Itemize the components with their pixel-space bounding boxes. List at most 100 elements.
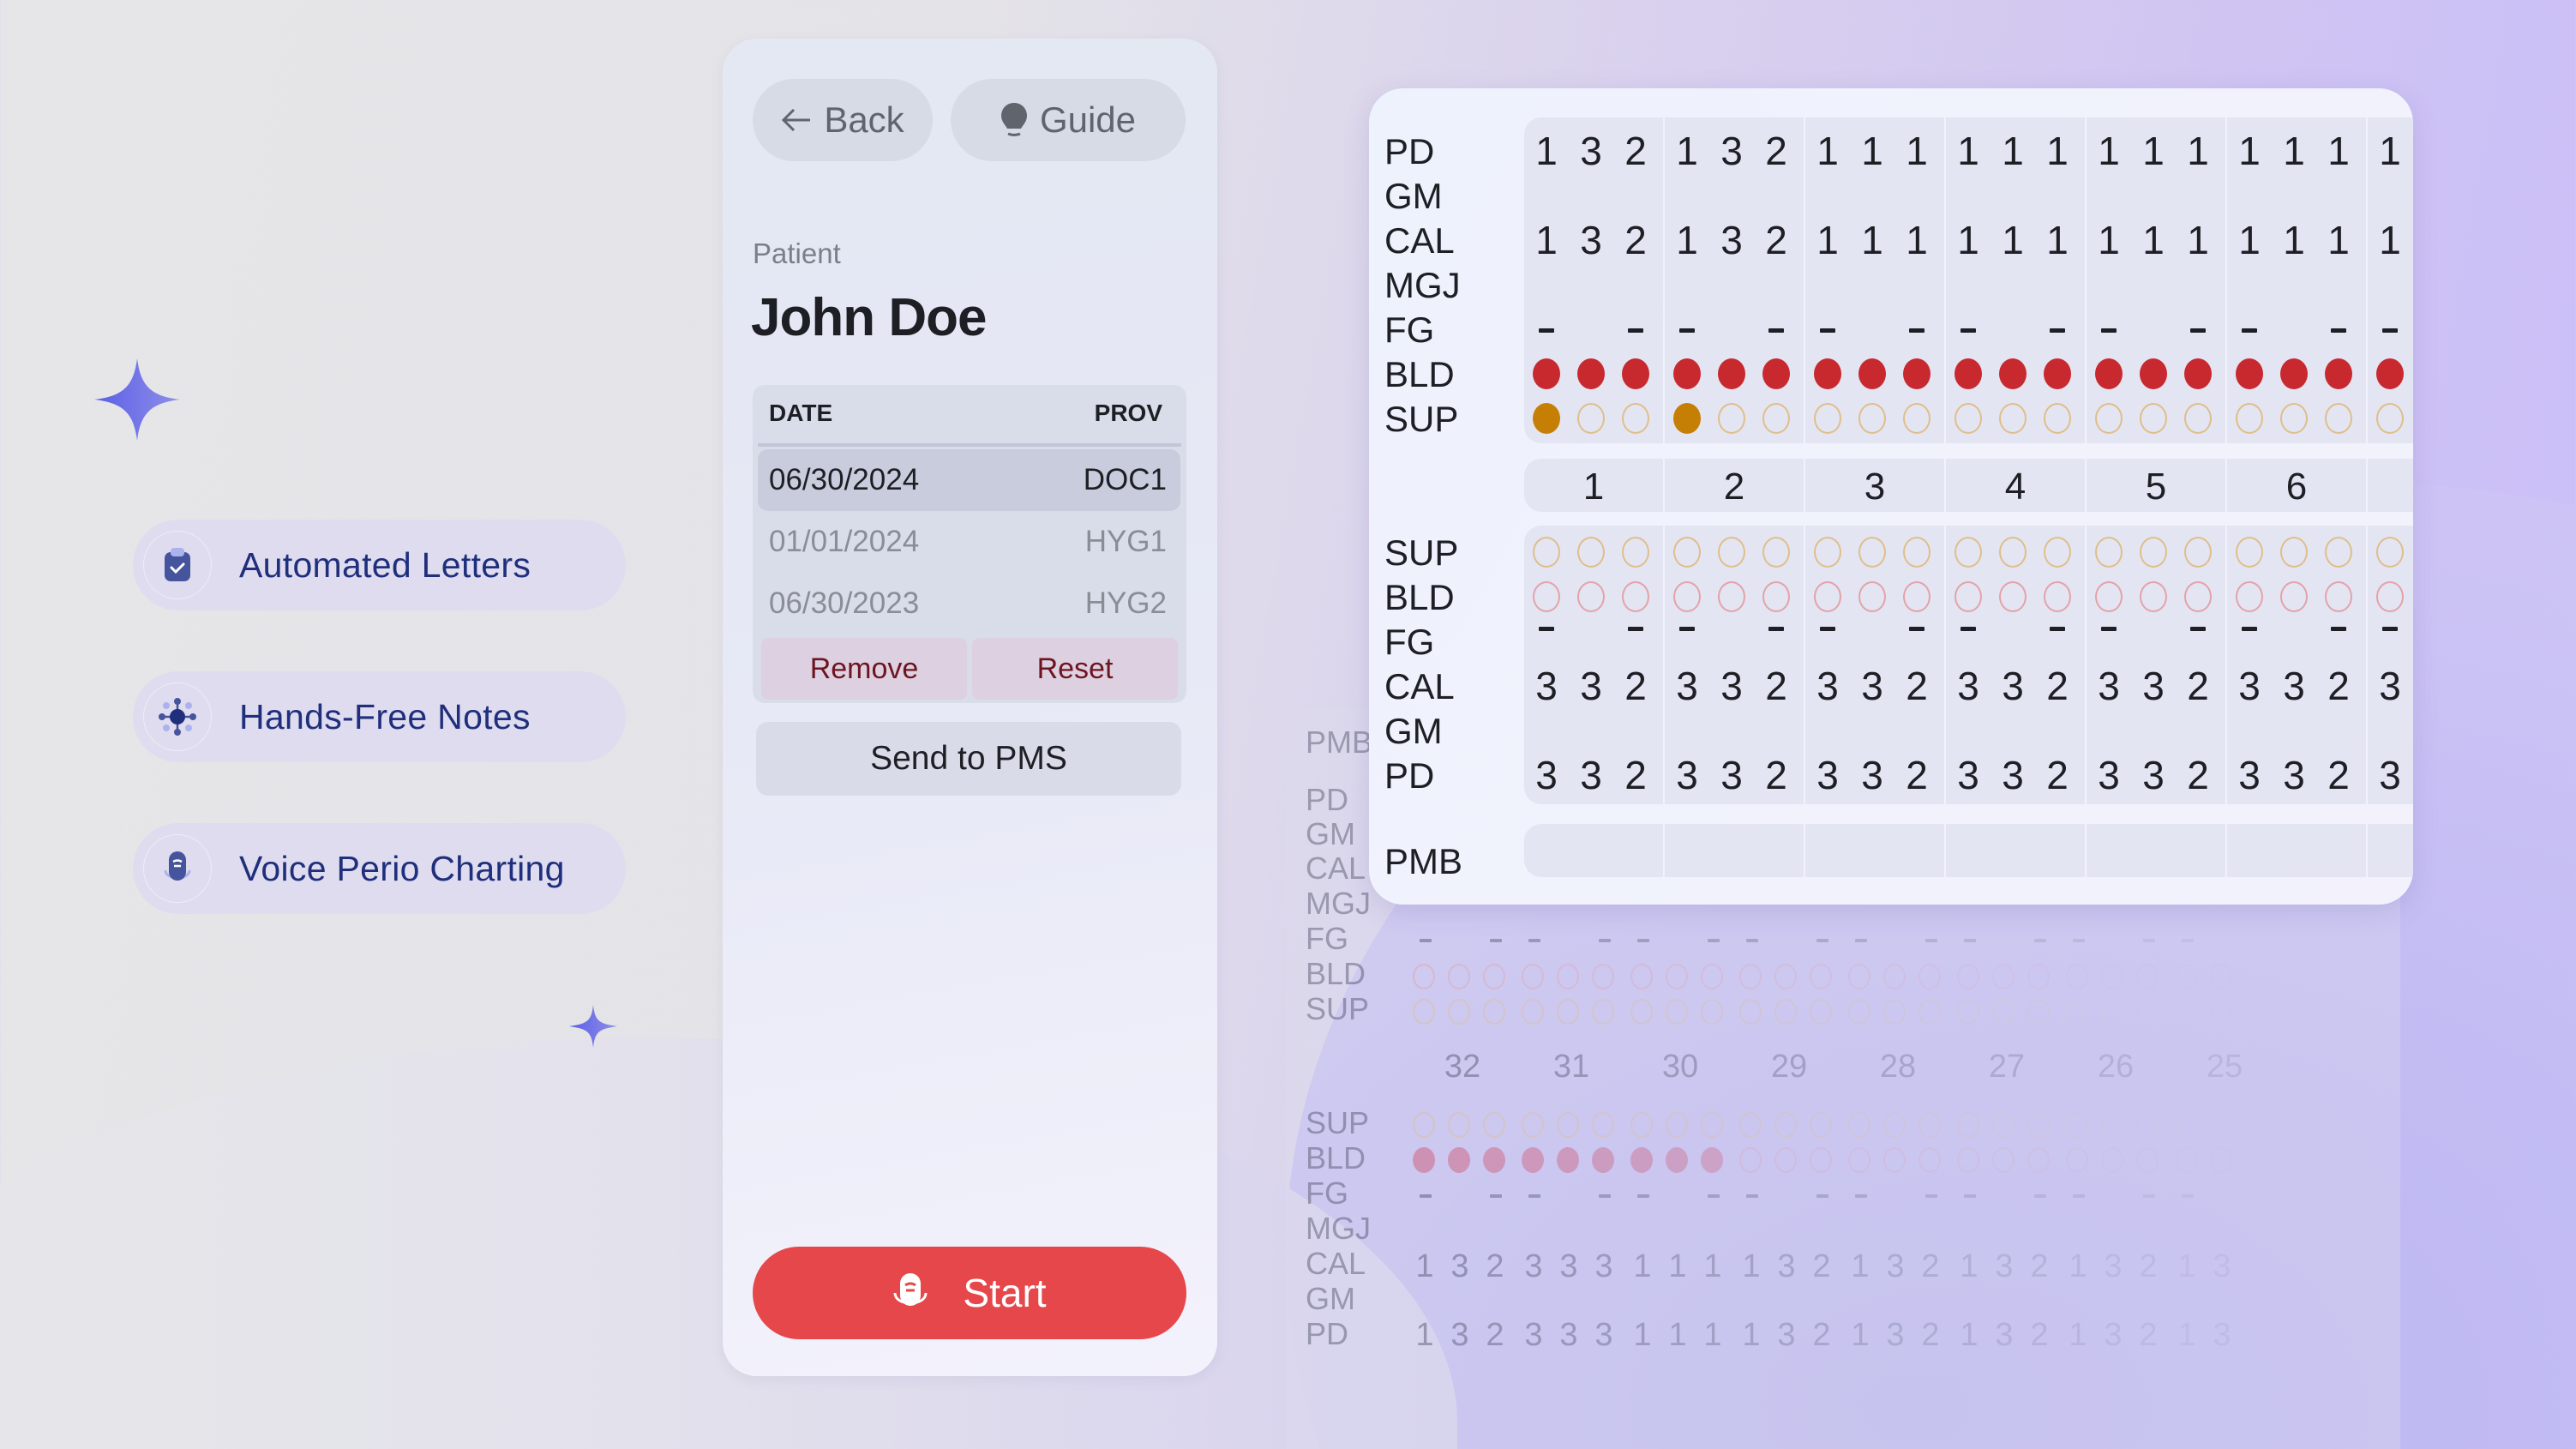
- pd-value: 3: [1580, 753, 1602, 797]
- fg-dash: [2101, 627, 2117, 631]
- suppuration-point-icon: [2325, 403, 2352, 434]
- pd-value: 2: [1765, 753, 1787, 797]
- fg-dash: [1768, 328, 1784, 333]
- back-button[interactable]: Back: [753, 79, 933, 161]
- pd-value: 3: [2283, 753, 2305, 797]
- suppuration-point-icon: [2184, 403, 2212, 434]
- pd-value: 3: [2002, 753, 2024, 797]
- bleeding-point-icon: [1814, 358, 1841, 389]
- visit-date: 06/30/2024: [769, 463, 920, 496]
- row-label-gm: GM: [1384, 711, 1443, 751]
- feature-hands-free-notes[interactable]: Hands-Free Notes: [133, 671, 626, 762]
- tooth-number: 2: [1723, 466, 1745, 508]
- bleeding-point-icon: [1673, 581, 1701, 612]
- tooth-column: [1946, 526, 2085, 804]
- cal-value: 1: [2142, 218, 2165, 262]
- pd-value: 2: [2046, 753, 2069, 797]
- tooth-column: [2227, 526, 2366, 804]
- fg-dash: [1961, 627, 1976, 631]
- microphone-icon: [893, 1273, 928, 1306]
- bleeding-point-icon: [1718, 581, 1745, 612]
- suppuration-point-icon: [2044, 537, 2071, 568]
- bleeding-point-icon: [1999, 358, 2027, 389]
- cal-value: 2: [1624, 218, 1647, 262]
- cal-value: 3: [1580, 664, 1602, 708]
- reset-button[interactable]: Reset: [972, 638, 1178, 700]
- pd-value: 3: [1816, 753, 1839, 797]
- pd-value: 2: [2327, 753, 2350, 797]
- pd-value: 1: [2238, 129, 2261, 173]
- cal-value: 1: [2327, 218, 2350, 262]
- row-label-mgj: MGJ: [1384, 265, 1461, 305]
- suppuration-point-icon: [1577, 537, 1605, 568]
- suppuration-point-icon: [2095, 403, 2123, 434]
- suppuration-point-icon: [1673, 403, 1701, 434]
- bleeding-point-icon: [1718, 358, 1745, 389]
- fg-dash: [1909, 627, 1924, 631]
- visit-row[interactable]: 06/30/2024 DOC1: [758, 449, 1180, 511]
- feature-voice-perio-charting[interactable]: Voice Perio Charting: [133, 823, 626, 914]
- send-to-pms-button[interactable]: Send to PMS: [756, 722, 1181, 796]
- bleeding-point-icon: [1673, 358, 1701, 389]
- pd-value: 1: [2327, 129, 2350, 173]
- visit-row[interactable]: 01/01/2024 HYG1: [758, 511, 1180, 573]
- row-label-sup: SUP: [1384, 399, 1459, 439]
- tooth-column: [1665, 526, 1804, 804]
- bleeding-point-icon: [2184, 358, 2212, 389]
- suppuration-point-icon: [1955, 403, 1982, 434]
- sparkle-small-icon: [569, 1005, 617, 1048]
- cal-value: 3: [1861, 664, 1883, 708]
- pd-value: 1: [1957, 129, 1979, 173]
- tooth-number-cell: [2087, 459, 2225, 512]
- fg-dash: [1909, 328, 1924, 333]
- pd-value: 3: [1861, 753, 1883, 797]
- fg-dash: [2331, 627, 2346, 631]
- tooth-column: [1805, 526, 1944, 804]
- remove-button[interactable]: Remove: [761, 638, 967, 700]
- feature-automated-letters[interactable]: Automated Letters: [133, 520, 626, 610]
- row-label-sup: SUP: [1384, 532, 1459, 573]
- fg-dash: [1539, 328, 1554, 333]
- visit-provider: HYG1: [1084, 525, 1167, 558]
- suppuration-point-icon: [2044, 403, 2071, 434]
- tooth-number-cell: [2368, 459, 2413, 512]
- pmb-cell: [1524, 824, 1663, 877]
- patient-name: John Doe: [751, 288, 987, 347]
- cal-value: 1: [1861, 218, 1883, 262]
- network-hub-icon: [143, 682, 212, 751]
- visits-header: DATE PROV: [753, 385, 1186, 442]
- bleeding-point-icon: [1533, 581, 1560, 612]
- fg-dash: [1628, 328, 1643, 333]
- suppuration-point-icon: [1577, 403, 1605, 434]
- guide-button[interactable]: Guide: [951, 79, 1186, 161]
- cal-value: 1: [2187, 218, 2209, 262]
- cal-value: 3: [2238, 664, 2261, 708]
- feature-label: Hands-Free Notes: [239, 696, 531, 737]
- suppuration-point-icon: [1533, 403, 1560, 434]
- suppuration-point-icon: [1814, 537, 1841, 568]
- pd-value: 1: [2283, 129, 2305, 173]
- cal-value: 1: [2379, 218, 2401, 262]
- row-label-fg: FG: [1384, 622, 1435, 662]
- row-label-bld: BLD: [1384, 354, 1455, 394]
- start-label: Start: [963, 1271, 1047, 1315]
- suppuration-point-icon: [1858, 403, 1886, 434]
- pd-value: 1: [1816, 129, 1839, 173]
- suppuration-point-icon: [2236, 537, 2263, 568]
- cal-value: 3: [2283, 664, 2305, 708]
- pd-value: 3: [1676, 753, 1698, 797]
- bleeding-point-icon: [1903, 581, 1930, 612]
- cal-value: 2: [1765, 218, 1787, 262]
- row-label-pd: PD: [1384, 131, 1435, 171]
- pd-value: 1: [1906, 129, 1928, 173]
- suppuration-point-icon: [1718, 537, 1745, 568]
- fg-dash: [1768, 627, 1784, 631]
- visit-row[interactable]: 06/30/2023 HYG2: [758, 573, 1180, 634]
- suppuration-point-icon: [1762, 403, 1790, 434]
- fg-dash: [2331, 328, 2346, 333]
- cal-value: 2: [1906, 664, 1928, 708]
- bleeding-point-icon: [2140, 358, 2167, 389]
- pd-value: 2: [1624, 753, 1647, 797]
- start-button[interactable]: Start: [753, 1247, 1186, 1339]
- cal-value: 3: [1535, 664, 1558, 708]
